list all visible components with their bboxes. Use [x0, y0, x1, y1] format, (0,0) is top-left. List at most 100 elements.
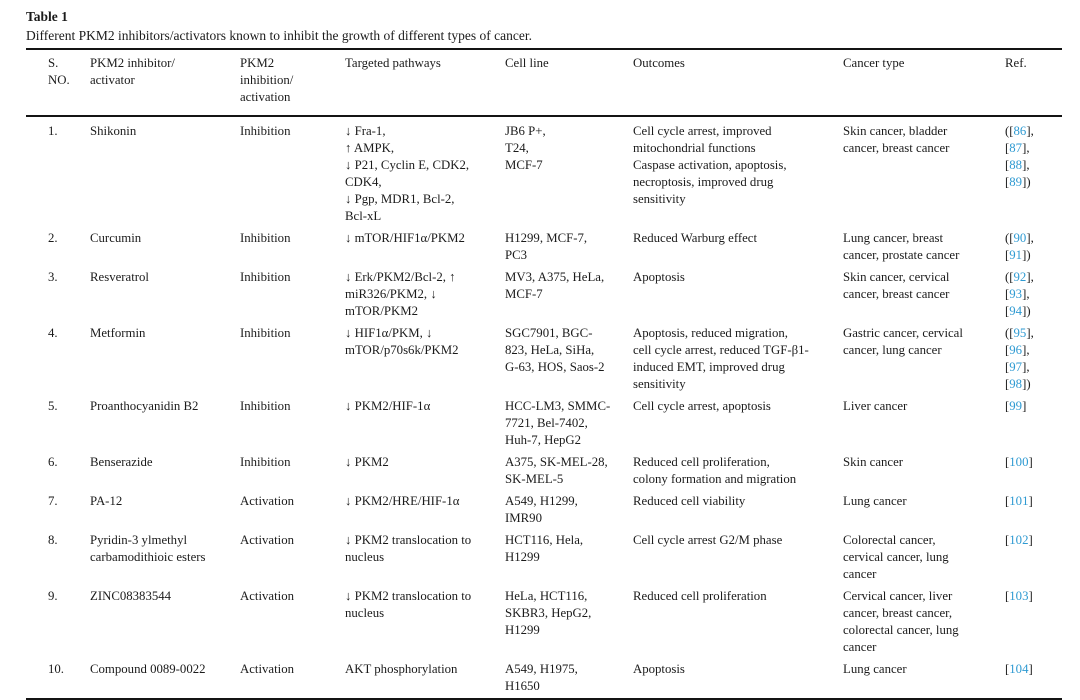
citation-bracket: [ — [1005, 494, 1010, 508]
citation-link[interactable]: 96 — [1009, 343, 1023, 357]
cell-line-text: Proanthocyanidin B2 — [90, 399, 199, 413]
table-row: 5. Proanthocyanidin B2 Inhibition ↓ PKM2/HI… — [26, 396, 1062, 452]
cell-line-text: SK-MEL-5 — [505, 472, 564, 486]
cell-line-text: Inhibition — [240, 231, 291, 245]
citation-link[interactable]: 93 — [1009, 287, 1023, 301]
citation-link[interactable]: 104 — [1009, 662, 1029, 676]
cell-ref: [104] — [1005, 659, 1062, 699]
citation-bracket: ]) — [1022, 248, 1031, 262]
citation-link[interactable]: 90 — [1013, 231, 1027, 245]
citation-bracket: ] — [1028, 533, 1033, 547]
cell-line-text: colorectal cancer, lung — [843, 623, 959, 637]
citation-line: [104] — [1005, 661, 1062, 678]
cell-line-text: cancer, breast cancer, — [843, 606, 953, 620]
cell-ref: ([90], [91]) — [1005, 228, 1062, 267]
cell-pathways: ↓ mTOR/HIF1α/PKM2 — [345, 228, 505, 267]
citation-line: [99] — [1005, 398, 1062, 415]
cell-line-text: nucleus — [345, 550, 385, 564]
cell-line-text: induced EMT, improved drug — [633, 360, 785, 374]
cell-pathways: ↓ PKM2 translocation to nucleus — [345, 586, 505, 659]
cell-mode: Activation — [240, 530, 345, 586]
citation-link[interactable]: 103 — [1009, 589, 1029, 603]
cell-line-text: H1650 — [505, 679, 540, 693]
cell-mode: Inhibition — [240, 396, 345, 452]
citation-bracket: [ — [1005, 141, 1010, 155]
cell-cancer-type: Skin cancer, bladder cancer, breast cance… — [843, 116, 1005, 228]
cell-inhibitor: Metformin — [90, 323, 240, 396]
cell-sno: 9. — [26, 586, 90, 659]
cell-line-text: 10. — [48, 662, 64, 676]
cell-mode: Inhibition — [240, 116, 345, 228]
citation-link[interactable]: 97 — [1009, 360, 1023, 374]
citation-link[interactable]: 98 — [1009, 377, 1023, 391]
cell-line-text: necroptosis, improved drug — [633, 175, 774, 189]
citation-bracket: ]) — [1022, 175, 1031, 189]
citation-link[interactable]: 95 — [1013, 326, 1027, 340]
citation-link[interactable]: 87 — [1009, 141, 1023, 155]
cell-line-text: H1299 — [505, 550, 540, 564]
cell-line-text: Lung cancer — [843, 662, 907, 676]
citation-bracket: ([ — [1005, 270, 1014, 284]
cell-mode: Inhibition — [240, 452, 345, 491]
cell-line-text: PC3 — [505, 248, 528, 262]
citation-bracket: [ — [1005, 343, 1010, 357]
cell-line-text: ↑ AMPK, — [345, 141, 395, 155]
cell-outcomes: Apoptosis — [633, 659, 843, 699]
citation-link[interactable]: 102 — [1009, 533, 1029, 547]
cell-mode: Inhibition — [240, 267, 345, 323]
cell-line-text: ↓ PKM2 translocation to — [345, 589, 472, 603]
citation-link[interactable]: 100 — [1009, 455, 1029, 469]
citation-line: ([95], — [1005, 325, 1062, 342]
citation-link[interactable]: 89 — [1009, 175, 1023, 189]
citation-link[interactable]: 99 — [1009, 399, 1023, 413]
cell-line-text: Apoptosis, reduced migration, — [633, 326, 788, 340]
citation-link[interactable]: 88 — [1009, 158, 1023, 172]
cell-sno: 5. — [26, 396, 90, 452]
cell-line-text: 3. — [48, 270, 58, 284]
cell-cancer-type: Lung cancer — [843, 491, 1005, 530]
cell-line-text: Skin cancer, cervical — [843, 270, 950, 284]
cell-ref: [100] — [1005, 452, 1062, 491]
cell-line-text: ↓ mTOR/HIF1α/PKM2 — [345, 231, 465, 245]
cell-line-text: Activation — [240, 662, 295, 676]
cell-line-text: ↓ HIF1α/PKM, ↓ — [345, 326, 433, 340]
citation-line: [91]) — [1005, 247, 1062, 264]
cell-line-text: mTOR/p70s6k/PKM2 — [345, 343, 459, 357]
citation-line: [96], — [1005, 342, 1062, 359]
table-caption-label: Table 1 — [26, 9, 68, 24]
cell-line-text: Metformin — [90, 326, 146, 340]
cell-line-text: 823, HeLa, SiHa, — [505, 343, 595, 357]
column-header-outcomes: Outcomes — [633, 49, 843, 117]
cell-outcomes: Reduced Warburg effect — [633, 228, 843, 267]
table-row: 2. Curcumin Inhibition ↓ mTOR/HIF1α/PKM2 H12… — [26, 228, 1062, 267]
cell-line-text: 7. — [48, 494, 58, 508]
citation-link[interactable]: 86 — [1013, 124, 1027, 138]
cell-line-text: Apoptosis — [633, 270, 685, 284]
citation-link[interactable]: 101 — [1009, 494, 1029, 508]
citation-link[interactable]: 91 — [1009, 248, 1023, 262]
citation-link[interactable]: 92 — [1013, 270, 1027, 284]
column-header-cell-line: Cell line — [505, 49, 633, 117]
cell-line-text: activation — [240, 90, 291, 104]
cell-inhibitor: Compound 0089-0022 — [90, 659, 240, 699]
cell-cancer-type: Skin cancer — [843, 452, 1005, 491]
cell-line-text: Cancer type — [843, 56, 905, 70]
cell-mode: Activation — [240, 659, 345, 699]
cell-line-text: Cell cycle arrest G2/M phase — [633, 533, 783, 547]
citation-bracket: ]) — [1022, 377, 1031, 391]
citation-link[interactable]: 94 — [1009, 304, 1023, 318]
cell-line-text: cancer, lung cancer — [843, 343, 942, 357]
cell-pathways: ↓ HIF1α/PKM, ↓ mTOR/p70s6k/PKM2 — [345, 323, 505, 396]
table-row: 4. Metformin Inhibition ↓ HIF1α/PKM, ↓ mTOR/… — [26, 323, 1062, 396]
cell-line-text: Resveratrol — [90, 270, 149, 284]
cell-line-text: Caspase activation, apoptosis, — [633, 158, 787, 172]
cell-line-text: ZINC08383544 — [90, 589, 172, 603]
table-caption-text: Different PKM2 inhibitors/activators kno… — [26, 28, 533, 43]
cell-line-text: Colorectal cancer, — [843, 533, 936, 547]
cell-mode: Inhibition — [240, 323, 345, 396]
citation-line: ([92], — [1005, 269, 1062, 286]
cell-line-text: G-63, HOS, Saos-2 — [505, 360, 605, 374]
citation-bracket: ([ — [1005, 231, 1014, 245]
cell-cancer-type: Skin cancer, cervical cancer, breast canc… — [843, 267, 1005, 323]
cell-cancer-type: Liver cancer — [843, 396, 1005, 452]
